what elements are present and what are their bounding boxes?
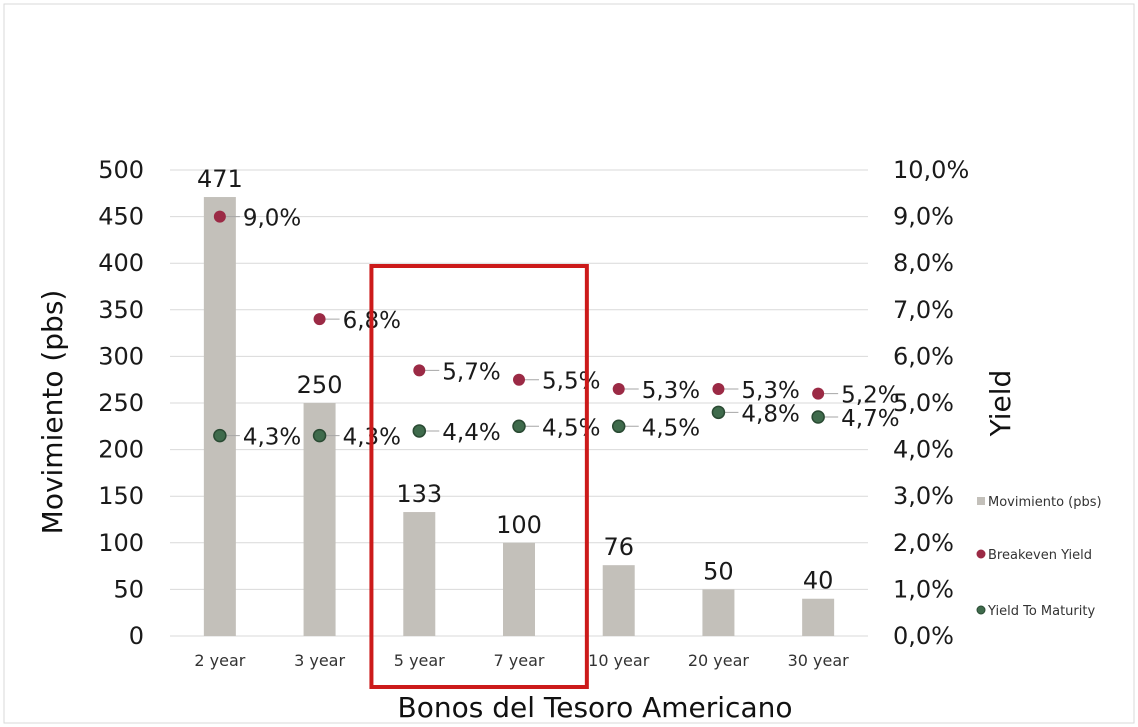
y2-axis-title: Yield xyxy=(984,370,1017,438)
left-tick-label: 500 xyxy=(98,156,144,184)
category-label: 3 year xyxy=(294,651,345,670)
bar xyxy=(403,512,436,636)
left-tick-label: 150 xyxy=(98,482,144,510)
bar-data-label: 76 xyxy=(603,533,634,561)
bar-data-label: 133 xyxy=(396,480,442,508)
category-label: 10 year xyxy=(588,651,650,670)
point-data-label: 5,7% xyxy=(442,359,500,385)
data-point xyxy=(711,405,726,420)
right-tick-label: 6,0% xyxy=(893,342,954,370)
x-axis-title: Bonos del Tesoro Americano xyxy=(398,691,793,724)
right-tick-label: 7,0% xyxy=(893,296,954,324)
data-point xyxy=(612,383,625,396)
left-tick-label: 0 xyxy=(129,622,144,650)
right-tick-label: 5,0% xyxy=(893,389,954,417)
bar-data-labels: 471 250 133 100 76 50 40 xyxy=(197,165,833,595)
point-data-label: 9,0% xyxy=(243,206,301,232)
right-tick-label: 10,0% xyxy=(893,156,969,184)
bar xyxy=(503,542,535,636)
bar-series xyxy=(203,197,835,636)
data-point xyxy=(213,210,226,223)
bar-data-label: 40 xyxy=(803,567,834,595)
point-series: 9,0%6,8%5,7% 5,5% 5,3% 5,3% 5,2%4,3% 4,3% 4,4%… xyxy=(213,206,900,451)
data-point xyxy=(313,313,326,326)
legend-label: Yield To Maturity xyxy=(987,604,1095,619)
right-tick-label: 4,0% xyxy=(893,436,954,464)
point-data-label: 4,5% xyxy=(542,415,600,441)
category-labels: 2 year 3 year 5 year 7 year 10 year 20 year 30… xyxy=(194,651,849,670)
legend-swatch xyxy=(977,497,985,505)
data-point xyxy=(412,424,427,438)
left-tick-label: 300 xyxy=(98,342,144,370)
point-data-label: 4,4% xyxy=(442,420,500,446)
bar-data-label: 50 xyxy=(703,557,734,585)
bar xyxy=(602,565,635,636)
data-point xyxy=(811,410,825,424)
category-label: 2 year xyxy=(194,651,245,670)
category-label: 7 year xyxy=(494,651,545,670)
legend-label: Movimiento (pbs) xyxy=(988,495,1102,510)
bar-data-label: 250 xyxy=(297,371,343,399)
category-label: 30 year xyxy=(788,651,850,670)
data-point xyxy=(611,419,626,434)
chart-frame xyxy=(3,3,1135,724)
gridlines xyxy=(170,169,868,637)
data-point xyxy=(513,373,525,386)
data-point xyxy=(812,387,825,400)
right-tick-label: 3,0% xyxy=(893,482,954,510)
point-data-label: 5,2% xyxy=(841,383,899,409)
point-data-label: 4,3% xyxy=(243,425,301,451)
point-data-label: 5,3% xyxy=(741,378,799,404)
bar xyxy=(203,197,236,636)
legend: Movimiento (pbs) Breakeven Yield Yield To … xyxy=(976,495,1102,619)
left-tick-label: 100 xyxy=(98,529,144,557)
point-data-label: 4,8% xyxy=(741,401,799,427)
right-tick-label: 9,0% xyxy=(893,203,954,231)
legend-swatch xyxy=(976,549,986,559)
legend-swatch xyxy=(976,605,986,615)
bar xyxy=(802,598,835,636)
point-data-label: 5,3% xyxy=(642,378,700,404)
data-point xyxy=(213,428,227,443)
legend-label: Breakeven Yield xyxy=(988,548,1092,563)
highlight-box xyxy=(369,264,589,689)
left-tick-label: 250 xyxy=(98,389,144,417)
data-point xyxy=(512,419,526,434)
point-data-label: 4,7% xyxy=(841,406,899,432)
data-point xyxy=(712,383,725,396)
left-tick-label: 350 xyxy=(98,296,144,324)
right-tick-label: 2,0% xyxy=(893,529,954,557)
right-tick-label: 0,0% xyxy=(893,622,954,650)
category-label: 5 year xyxy=(394,651,445,670)
bar-data-label: 471 xyxy=(197,165,243,193)
point-data-label: 4,5% xyxy=(642,415,700,441)
right-tick-label: 8,0% xyxy=(893,249,954,277)
left-axis-ticks: 0 50 100 150 200 250 300 350 400 450 500 xyxy=(98,156,144,650)
data-point xyxy=(413,364,426,377)
bar-data-label: 100 xyxy=(496,511,542,539)
right-tick-label: 1,0% xyxy=(893,575,954,603)
left-tick-label: 450 xyxy=(98,203,144,231)
data-point xyxy=(312,428,327,443)
left-tick-label: 200 xyxy=(98,436,144,464)
left-tick-label: 400 xyxy=(98,249,144,277)
category-label: 20 year xyxy=(688,651,750,670)
right-axis-ticks: 0,0% 1,0% 2,0% 3,0% 4,0% 5,0% 6,0% 7,0% 8,0% 9,0%… xyxy=(893,156,969,650)
y-axis-title: Movimiento (pbs) xyxy=(36,290,69,535)
bar xyxy=(702,589,735,636)
left-tick-label: 50 xyxy=(113,575,144,603)
point-data-label: 5,5% xyxy=(542,369,600,395)
